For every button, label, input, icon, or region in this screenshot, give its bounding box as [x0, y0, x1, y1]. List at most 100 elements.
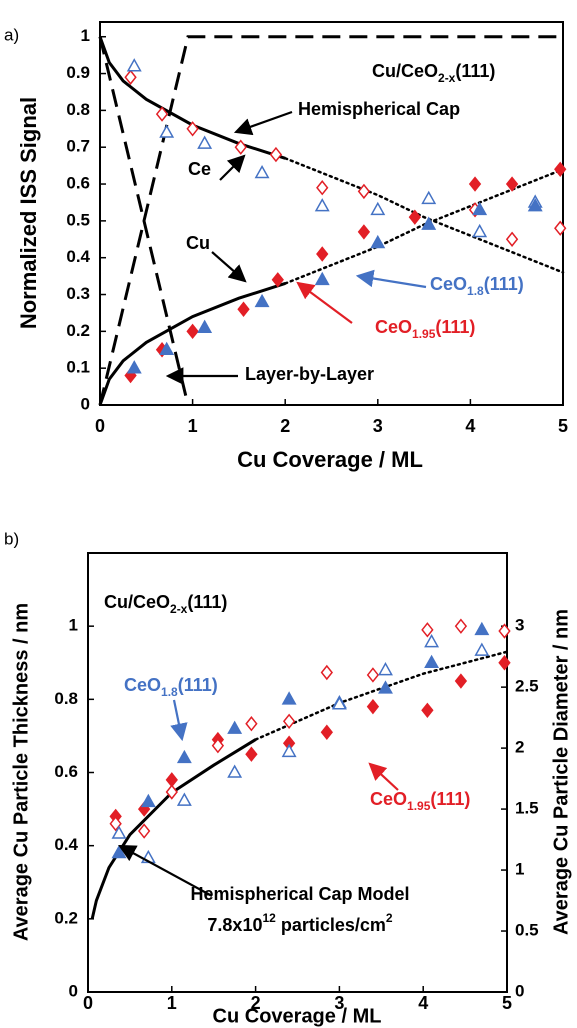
y-tick-label: 0.7	[66, 137, 90, 156]
data-point	[126, 360, 142, 374]
data-point	[498, 655, 511, 671]
data-point	[165, 784, 178, 800]
data-point	[554, 161, 567, 178]
model-line	[254, 650, 509, 741]
data-point	[454, 618, 468, 634]
data-point	[140, 793, 156, 808]
data-point	[378, 662, 393, 676]
y-tick-label: 0.8	[54, 689, 78, 708]
y2-tick-label: 0	[515, 981, 524, 1000]
annotation-part: 1.95	[407, 799, 431, 813]
annotation-part: 2	[386, 911, 393, 925]
data-point	[370, 234, 386, 249]
data-point	[124, 69, 137, 85]
annotation-part: (111)	[455, 61, 495, 81]
data-point	[159, 124, 175, 138]
model-line	[90, 738, 257, 920]
data-point	[155, 106, 169, 122]
data-point	[282, 713, 296, 729]
data-point	[227, 764, 243, 778]
annotation: CeO1.95(111)	[370, 789, 470, 813]
data-point	[472, 201, 488, 216]
data-point	[454, 673, 468, 689]
data-point	[109, 816, 122, 832]
data-point	[197, 319, 213, 333]
x-tick-label: 1	[188, 416, 198, 436]
y-tick-label: 0.8	[66, 100, 90, 119]
annotation-part: Cu	[186, 233, 210, 253]
panel: a) 0 1 2 3 4 5 0 0.1 0.2 0.3 0.4 0.5 0.6 0.7 0.8 0.9 1 Cu …	[4, 21, 568, 472]
data-point	[505, 231, 519, 247]
data-point	[421, 216, 437, 230]
data-point	[245, 716, 258, 732]
data-point	[357, 183, 371, 200]
data-point	[237, 301, 250, 317]
data-point	[554, 220, 567, 236]
x-tick-label: 4	[418, 993, 428, 1013]
data-point	[186, 121, 199, 137]
annotation-arrow	[368, 762, 399, 791]
data-point	[316, 246, 329, 262]
data-point	[126, 58, 142, 72]
annotation-part: 1.95	[412, 327, 436, 341]
data-point	[269, 146, 283, 163]
data-point	[254, 293, 270, 308]
panel-label: b)	[4, 529, 19, 548]
x-axis-title: Cu Coverage / ML	[213, 1005, 382, 1027]
annotation-arrow	[170, 699, 188, 742]
y-tick-label: 0.5	[66, 210, 90, 229]
annotation: CeO1.8(111)	[124, 675, 218, 699]
data-point	[254, 164, 270, 179]
y-tick-label: 0	[81, 394, 90, 413]
x-tick-label: 3	[334, 993, 344, 1013]
data-point	[366, 667, 380, 683]
data-point	[370, 201, 386, 216]
data-point	[316, 180, 329, 196]
annotation-part: (111)	[484, 274, 524, 294]
data-point	[159, 341, 175, 356]
annotation: CeO1.8(111)	[430, 274, 524, 298]
panel-label: a)	[4, 25, 19, 44]
annotation: Ce	[188, 159, 211, 179]
data-point	[281, 691, 297, 705]
annotation-part: (111)	[430, 789, 470, 809]
y2-tick-label: 1	[515, 860, 524, 879]
data-point	[421, 702, 434, 719]
annotation-part: 12	[262, 911, 276, 925]
data-point	[245, 746, 258, 762]
data-point	[197, 135, 213, 149]
data-point	[227, 720, 243, 734]
annotation-part: (111)	[178, 675, 218, 695]
data-point	[234, 139, 247, 155]
data-point	[474, 621, 490, 636]
x-tick-label: 4	[465, 416, 475, 436]
y-axis-title: Average Cu Particle Thickness / nm	[10, 603, 32, 941]
annotation: Hemispherical Cap Model	[190, 884, 409, 904]
x-tick-label: 0	[83, 993, 93, 1013]
annotation-part: Layer-by-Layer	[245, 364, 374, 384]
model-line	[98, 35, 563, 406]
y-tick-label: 0.9	[66, 63, 90, 82]
data-point	[331, 696, 347, 710]
data-point	[424, 633, 440, 648]
x-tick-label: 1	[167, 993, 177, 1013]
annotation-part: Ce	[188, 159, 211, 179]
data-point	[320, 724, 333, 740]
y-tick-label: 0.4	[54, 835, 78, 854]
annotation: Cu/CeO2-x(111)	[372, 61, 495, 85]
data-point	[378, 680, 393, 694]
annotation-arrow	[118, 844, 213, 897]
y-tick-label: 0.6	[66, 174, 90, 193]
plot-frame	[99, 21, 564, 406]
y2-tick-label: 3	[515, 616, 524, 635]
annotation: Cu/CeO2-x(111)	[104, 592, 227, 616]
annotation-part: 2-x	[170, 602, 188, 616]
annotation-part: Cu/CeO	[372, 61, 438, 81]
y-tick-label: 0.6	[54, 762, 78, 781]
y-tick-label: 1	[69, 616, 78, 635]
annotation: Cu	[186, 233, 210, 253]
annotation-part: (111)	[187, 592, 227, 612]
data-point	[176, 749, 192, 764]
model-line	[98, 282, 286, 406]
